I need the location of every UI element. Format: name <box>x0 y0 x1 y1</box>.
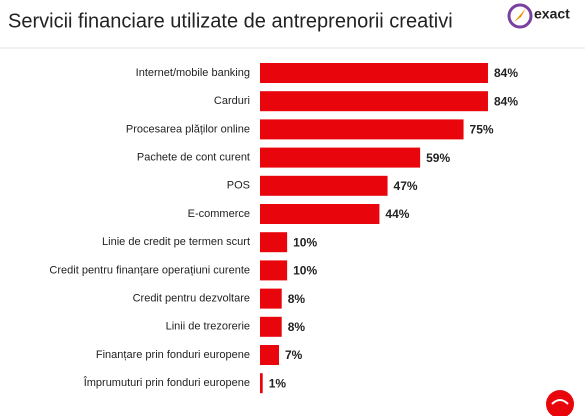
logo-icon <box>507 3 533 29</box>
category-label: Pachete de cont curent <box>137 152 250 164</box>
category-label: Credit pentru dezvoltare <box>133 293 250 305</box>
category-label: Împrumuturi prin fonduri europene <box>83 376 250 389</box>
bar <box>260 345 279 365</box>
value-label: 84% <box>494 66 518 80</box>
corner-logo <box>551 399 569 405</box>
category-label: Internet/mobile banking <box>136 67 250 79</box>
bar <box>260 316 282 337</box>
category-label: POS <box>227 180 250 192</box>
value-label: 59% <box>426 151 450 165</box>
logo-icon <box>514 8 526 22</box>
bar <box>260 232 288 253</box>
bar <box>260 288 282 309</box>
value-label: 10% <box>293 235 317 249</box>
logo: exact <box>534 6 570 22</box>
category-label: Procesarea plăților online <box>126 123 250 135</box>
bar <box>260 63 488 83</box>
value-label: 1% <box>269 376 287 390</box>
value-label: 84% <box>494 94 518 108</box>
value-label: 8% <box>288 292 306 306</box>
value-label: 8% <box>288 320 306 334</box>
value-label: 44% <box>385 207 409 221</box>
bar <box>260 91 488 112</box>
corner-logo <box>546 390 574 416</box>
category-label: Linii de trezorerie <box>166 321 250 333</box>
value-label: 47% <box>394 179 418 193</box>
bar <box>260 147 421 168</box>
category-label: E-commerce <box>188 208 250 220</box>
bar <box>260 373 263 394</box>
category-label: Carduri <box>214 95 250 107</box>
bar <box>260 175 388 196</box>
category-label: Credit pentru finanțare operațiuni curen… <box>49 264 250 276</box>
chart-title: Servicii financiare utilizate de antrepr… <box>8 10 453 32</box>
category-label: Linie de credit pe termen scurt <box>102 236 250 248</box>
category-label: Finanțare prin fonduri europene <box>96 349 250 361</box>
bar <box>260 260 288 281</box>
value-label: 10% <box>293 264 317 278</box>
value-label: 75% <box>470 123 494 137</box>
bar <box>260 119 464 140</box>
value-label: 7% <box>285 348 303 362</box>
bar <box>260 204 380 224</box>
